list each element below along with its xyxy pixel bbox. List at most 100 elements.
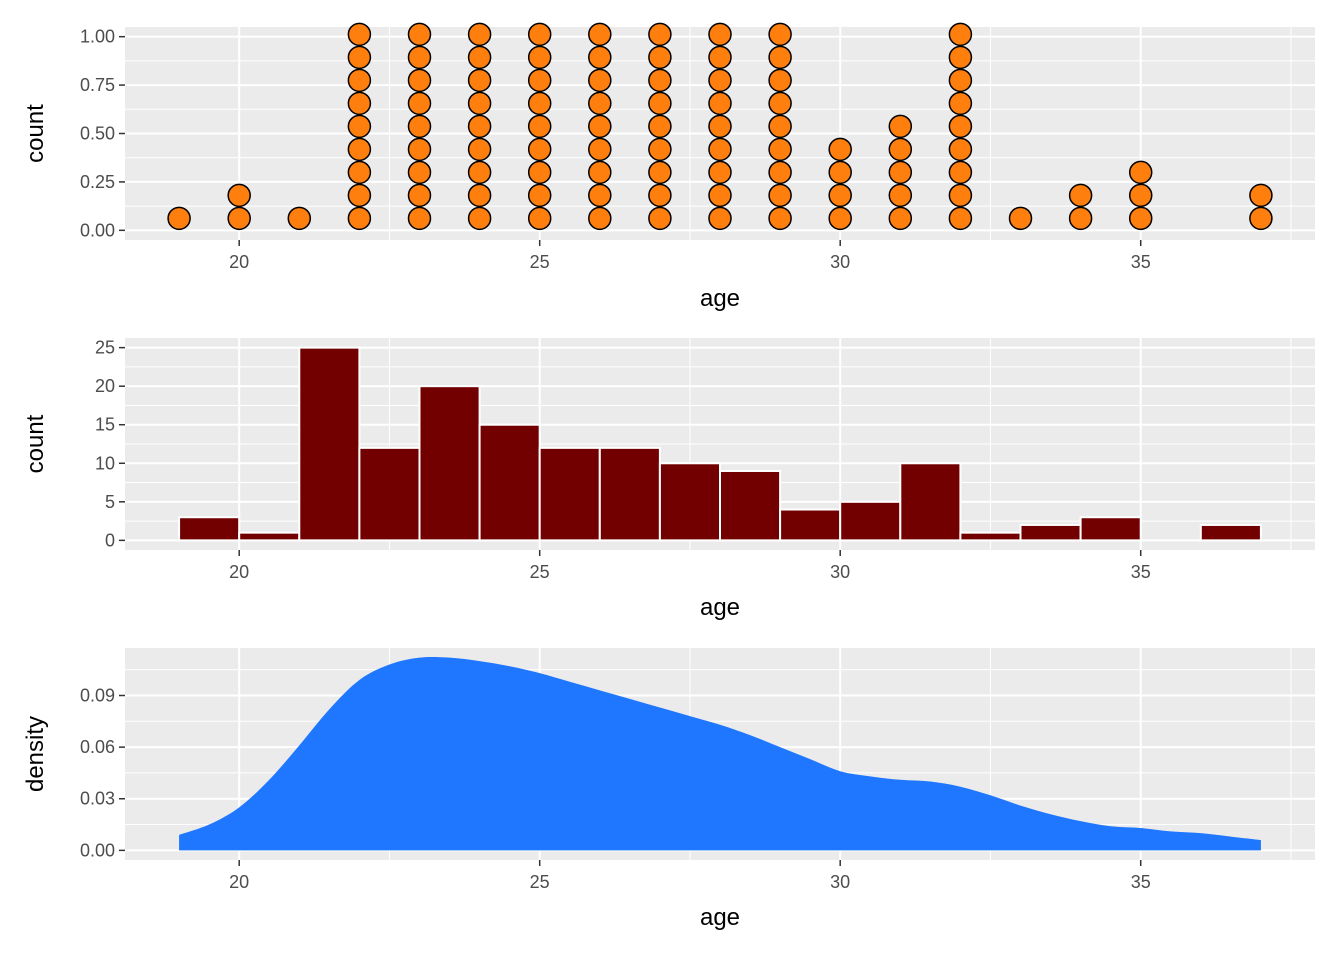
dot	[708, 160, 732, 185]
histogram-bar	[238, 531, 301, 542]
dot	[948, 114, 973, 139]
dot	[467, 22, 492, 47]
dot	[347, 183, 372, 208]
histogram-bar	[598, 446, 661, 542]
dot	[588, 183, 612, 208]
dot	[347, 68, 372, 93]
dot	[1128, 183, 1153, 208]
dot	[527, 183, 552, 208]
dotplot-panel: 20 25 30 35 0.00 0.25 0.50 0.75 1.00 age count	[22, 22, 1315, 312]
dot	[648, 183, 672, 208]
density-area	[179, 656, 1261, 851]
x-tick-label: 20	[229, 872, 249, 892]
dot	[648, 22, 672, 47]
histogram-bar	[959, 531, 1022, 542]
dot	[588, 114, 612, 139]
dot	[708, 137, 732, 162]
x-tick-label: 20	[229, 562, 249, 582]
dot	[648, 45, 672, 70]
dot	[407, 114, 432, 139]
y-tick-label: 0.00	[80, 220, 115, 240]
dot	[768, 183, 792, 208]
y-tick-label: 25	[95, 338, 115, 358]
dot	[828, 183, 852, 208]
histogram-bar	[839, 500, 902, 542]
x-tick-label: 35	[1131, 252, 1151, 272]
histogram-bar	[719, 469, 782, 542]
histogram-bar	[779, 508, 842, 542]
x-tick-label: 25	[530, 252, 550, 272]
histogram-bar	[1199, 523, 1262, 542]
dot	[1068, 183, 1093, 208]
histogram-bar	[658, 462, 721, 542]
x-tick-label: 35	[1131, 872, 1151, 892]
dot	[648, 68, 672, 93]
dot	[527, 22, 552, 47]
dot	[407, 91, 432, 116]
dot	[527, 137, 552, 162]
y-tick-label: 1.00	[80, 27, 115, 47]
y-tick-label: 0.09	[80, 685, 115, 705]
histogram-bar	[478, 423, 541, 542]
dot	[708, 68, 732, 93]
dot	[948, 22, 973, 47]
dot	[467, 45, 492, 70]
histogram-bar	[1079, 516, 1142, 542]
y-tick-label: 0.06	[80, 737, 115, 757]
dot	[888, 137, 913, 162]
dot	[888, 160, 913, 185]
y-tick-label: 10	[95, 453, 115, 473]
dot	[588, 22, 612, 47]
x-axis-title: age	[700, 594, 740, 621]
dot	[588, 206, 612, 231]
dot	[828, 137, 852, 162]
dot	[828, 206, 852, 231]
dot	[347, 160, 372, 185]
dot	[407, 45, 432, 70]
dot	[467, 91, 492, 116]
dot	[167, 206, 191, 231]
y-tick-label: 20	[95, 376, 115, 396]
dot	[467, 114, 492, 139]
dot	[407, 68, 432, 93]
dot	[708, 114, 732, 139]
dot	[588, 160, 612, 185]
histogram-bar	[358, 446, 421, 542]
dot	[467, 137, 492, 162]
dot	[888, 206, 913, 231]
dot	[768, 114, 792, 139]
dot	[768, 45, 792, 70]
dot	[588, 137, 612, 162]
dot	[407, 137, 432, 162]
dot	[648, 206, 672, 231]
dot	[407, 22, 432, 47]
dot	[888, 183, 913, 208]
x-tick-label: 30	[830, 872, 850, 892]
dot	[227, 206, 251, 231]
histogram-bar	[538, 446, 601, 542]
dot	[1008, 206, 1033, 231]
histogram-panel: 20 25 30 35 0 5 10 15 20 25 age count	[22, 338, 1315, 621]
x-tick-label: 25	[530, 562, 550, 582]
dot	[1249, 183, 1273, 208]
dot	[648, 91, 672, 116]
x-tick-label: 25	[530, 872, 550, 892]
dot	[527, 206, 552, 231]
x-tick-label: 30	[830, 252, 850, 272]
y-tick-label: 0.50	[80, 124, 115, 144]
histogram-bar	[899, 462, 962, 542]
y-tick-label: 0.75	[80, 75, 115, 95]
dot	[708, 22, 732, 47]
x-tick-label: 35	[1131, 562, 1151, 582]
dot	[708, 45, 732, 70]
y-tick-label: 15	[95, 415, 115, 435]
y-tick-label: 0.00	[80, 840, 115, 860]
dot	[948, 91, 973, 116]
dot	[828, 160, 852, 185]
dot	[588, 68, 612, 93]
dot	[708, 183, 732, 208]
histogram-bar	[298, 346, 361, 542]
dot	[347, 206, 372, 231]
histogram-bar	[418, 385, 481, 542]
